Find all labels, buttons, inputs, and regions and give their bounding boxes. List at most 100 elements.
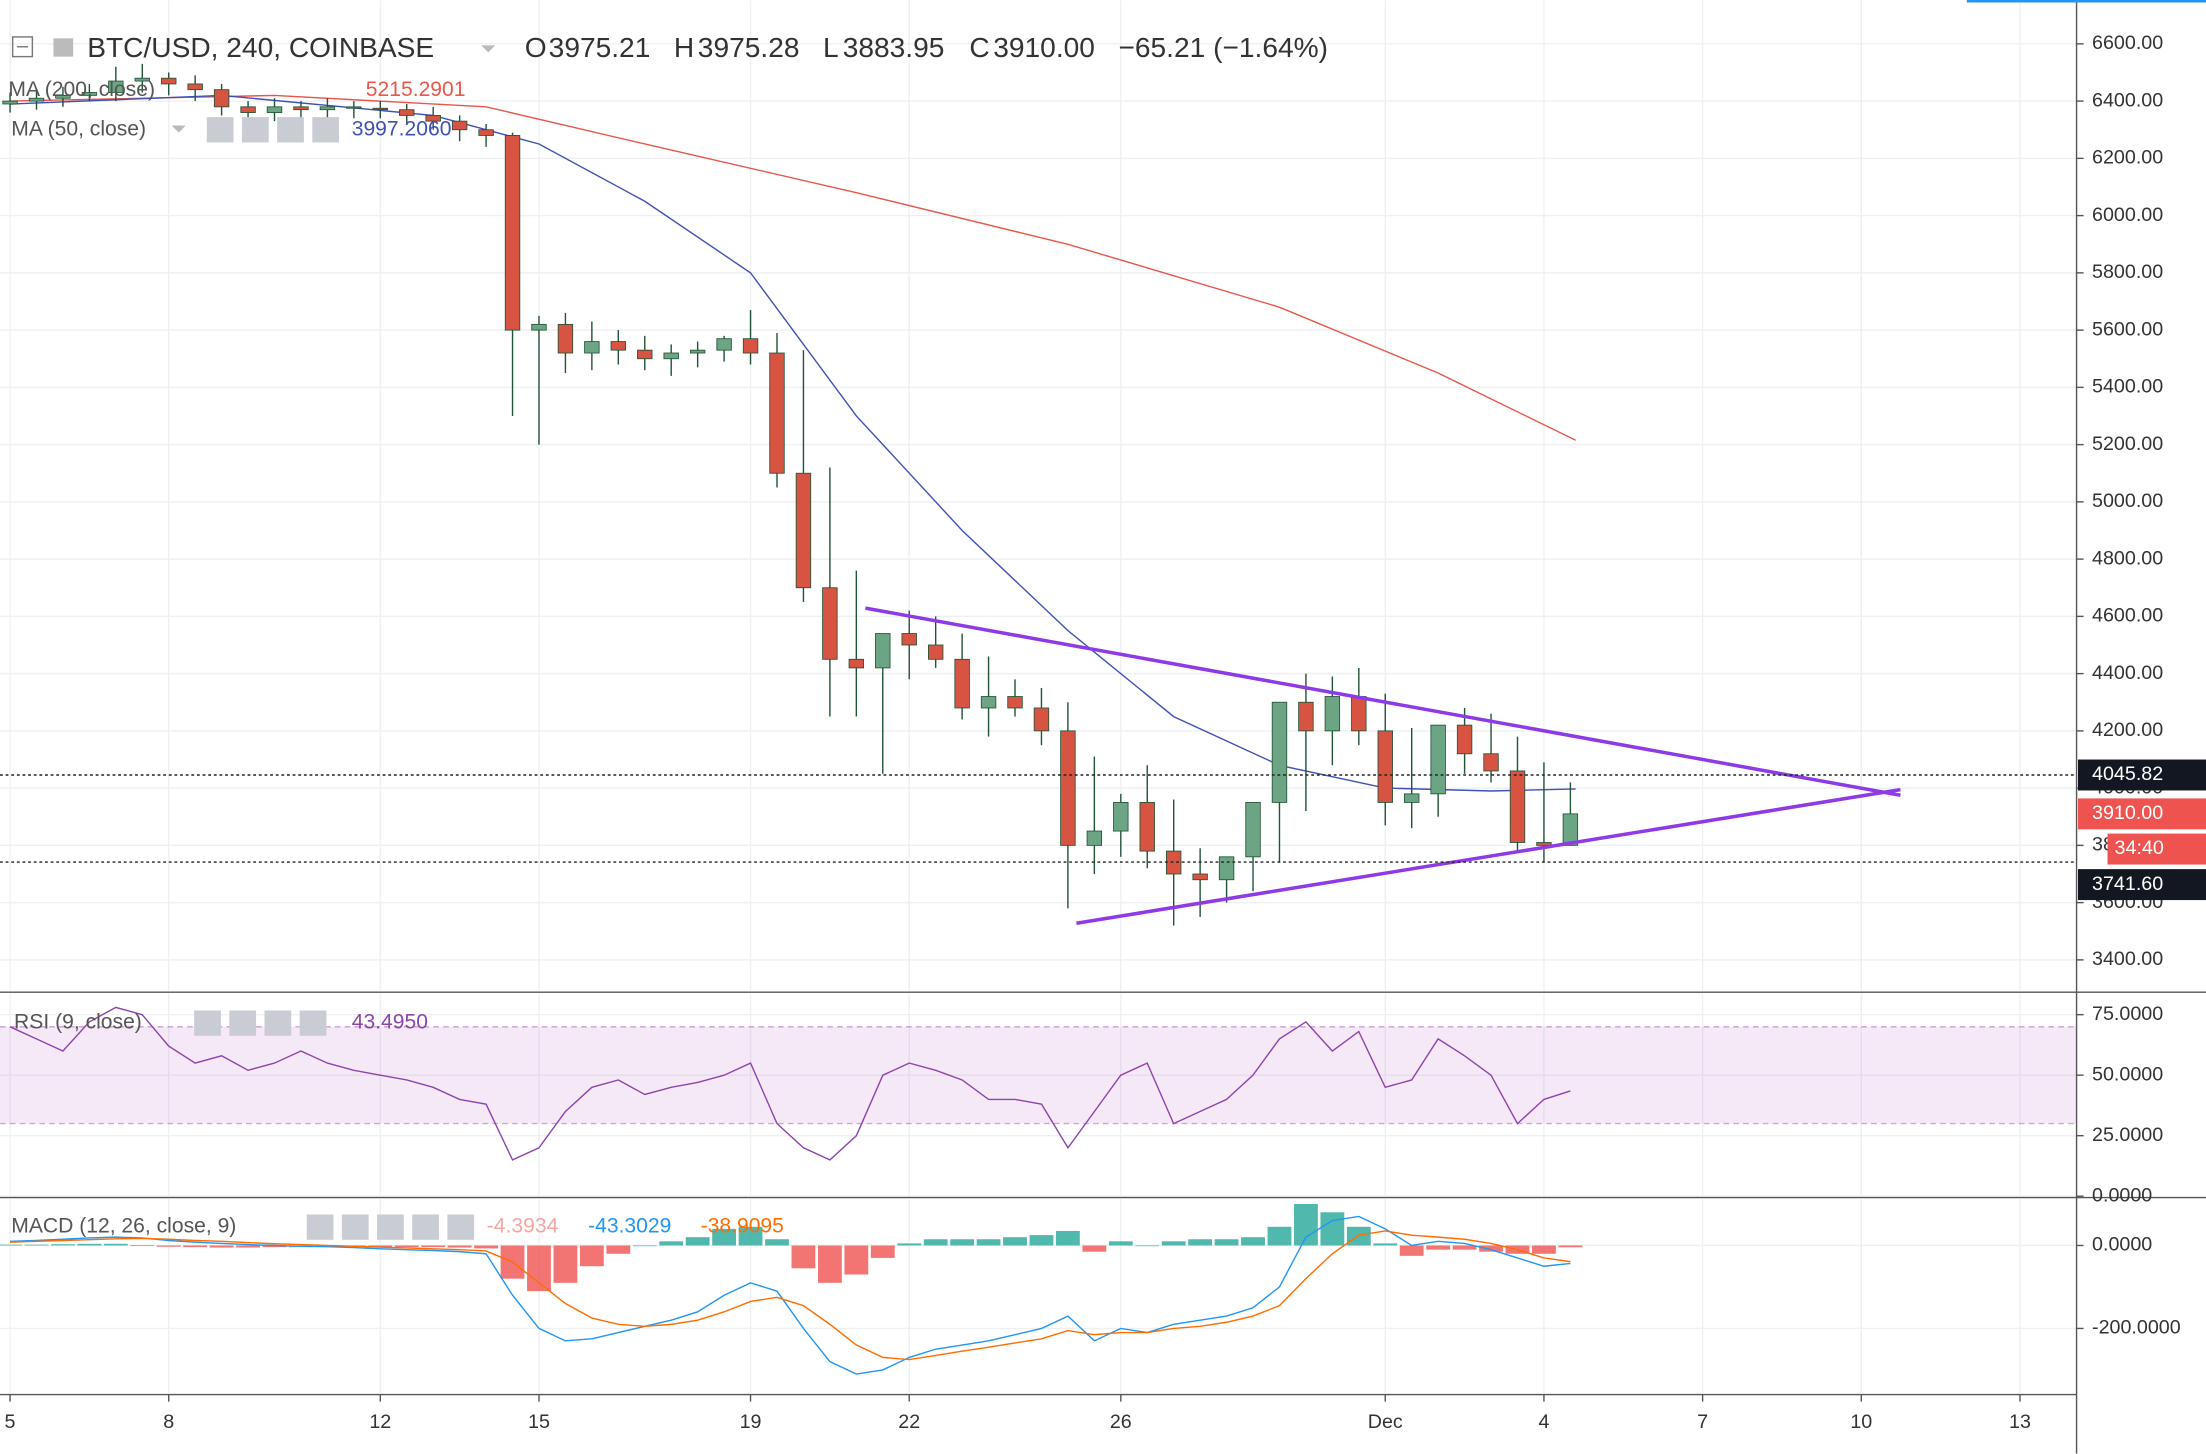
histogram-bar (209, 1245, 234, 1248)
rsi-legend: RSI (9, close) (14, 1011, 142, 1034)
level-badge (2077, 869, 2206, 901)
add-button[interactable] (264, 1010, 292, 1036)
candle-body (1404, 793, 1420, 803)
x-tick-label: 13 (2009, 1411, 2031, 1433)
ma200-value: 5215.2901 (366, 78, 466, 101)
plot (0, 63, 2077, 1375)
candle-body (1033, 707, 1050, 732)
y-tick-label: 4200.00 (2092, 719, 2163, 741)
candle-body (1430, 724, 1446, 795)
settings-button[interactable] (229, 1010, 257, 1036)
visibility-button[interactable] (306, 1214, 334, 1240)
candle-body (927, 644, 944, 660)
candle-body (1086, 830, 1103, 846)
candle-body (478, 129, 494, 136)
histogram-bar (1426, 1245, 1451, 1250)
candle-body (954, 658, 970, 709)
remove-button[interactable] (312, 117, 340, 143)
candle-body (1456, 724, 1473, 755)
ohlc-value: 3883.95 (843, 32, 945, 63)
candle-body (769, 352, 785, 474)
y-tick-label: 4800.00 (2092, 547, 2163, 569)
dropdown-arrow[interactable] (481, 45, 496, 53)
histogram-bar (844, 1245, 869, 1275)
ohlc-name: H (674, 32, 694, 63)
remove-button[interactable] (447, 1214, 475, 1240)
histogram-bar (976, 1239, 1001, 1246)
dropdown-arrow[interactable] (171, 125, 186, 133)
candle-body (848, 658, 865, 669)
candle-body (187, 83, 203, 91)
candle-body (266, 106, 283, 113)
x-tick-label: 4 (1538, 1411, 1549, 1433)
histogram-bar (817, 1245, 842, 1283)
histogram-bar (632, 1245, 657, 1247)
candle-body (1562, 813, 1579, 846)
histogram-bar (870, 1245, 895, 1258)
macd-value: -43.3029 (588, 1215, 671, 1238)
y-tick-label: 5800.00 (2092, 261, 2163, 283)
candle-body (81, 92, 98, 96)
ma200-legend: MA (200, close) (8, 78, 155, 101)
visibility-button[interactable] (194, 1010, 221, 1036)
candle-body (1509, 770, 1526, 843)
histogram-bar (897, 1243, 922, 1246)
candle-body (1007, 696, 1023, 709)
histogram-value: -4.3934 (487, 1215, 559, 1238)
histogram-bar (1082, 1245, 1107, 1252)
histogram-bar (0, 1244, 22, 1246)
candle-body (1324, 696, 1341, 732)
add-button[interactable] (277, 117, 304, 143)
macd-legend: MACD (12, 26, close, 9) (11, 1215, 236, 1238)
remove-button[interactable] (299, 1010, 327, 1036)
candle-body (1351, 696, 1367, 732)
candle-body (689, 349, 706, 354)
y-tick-label: 6400.00 (2092, 89, 2163, 111)
x-tick-label: 22 (898, 1411, 920, 1433)
settings-button[interactable] (341, 1214, 369, 1240)
histogram-bar (236, 1245, 260, 1248)
candle-body (663, 352, 679, 360)
candle-body (28, 97, 45, 102)
histogram-bar (1135, 1245, 1160, 1247)
histogram-bar (1161, 1241, 1186, 1246)
histogram-bar (262, 1245, 287, 1248)
candle-body (134, 77, 150, 82)
add-button[interactable] (412, 1214, 439, 1240)
candle-body (716, 338, 732, 351)
settings-button[interactable] (241, 117, 269, 143)
visibility-button[interactable] (206, 117, 234, 143)
ma50-value: 3997.2060 (352, 117, 452, 140)
format-button[interactable] (377, 1214, 404, 1240)
x-tick-label: 12 (369, 1411, 391, 1433)
symbol-title: BTC/USD, 240, COINBASE (87, 32, 434, 63)
level-badge (2077, 759, 2206, 791)
y-tick-label: 3400.00 (2092, 948, 2163, 970)
rsi-line (9, 1006, 1571, 1161)
histogram-bar (1452, 1245, 1477, 1250)
candle-body (504, 135, 521, 331)
histogram-bar (394, 1245, 419, 1248)
ohlc-name: C (969, 32, 989, 63)
collapse-button[interactable] (11, 36, 34, 58)
rsi-value: 43.4950 (352, 1011, 428, 1034)
histogram-bar (1558, 1245, 1583, 1248)
histogram-bar (606, 1245, 631, 1254)
ohlc-name: O (525, 32, 547, 63)
histogram-bar (1188, 1239, 1213, 1246)
histogram-bar (950, 1239, 975, 1246)
candle-body (1483, 753, 1499, 772)
histogram-bar (103, 1243, 128, 1246)
candle-body (1113, 802, 1129, 832)
signal-line (9, 1230, 1571, 1361)
candle-body (1271, 701, 1288, 803)
candle-body (584, 341, 600, 354)
signal-value: -38.9095 (701, 1215, 784, 1238)
candle-body (372, 107, 388, 111)
histogram-bar (1029, 1235, 1054, 1246)
histogram-bar (1241, 1237, 1265, 1246)
candle-body (1192, 873, 1208, 881)
candle-body (161, 77, 177, 85)
